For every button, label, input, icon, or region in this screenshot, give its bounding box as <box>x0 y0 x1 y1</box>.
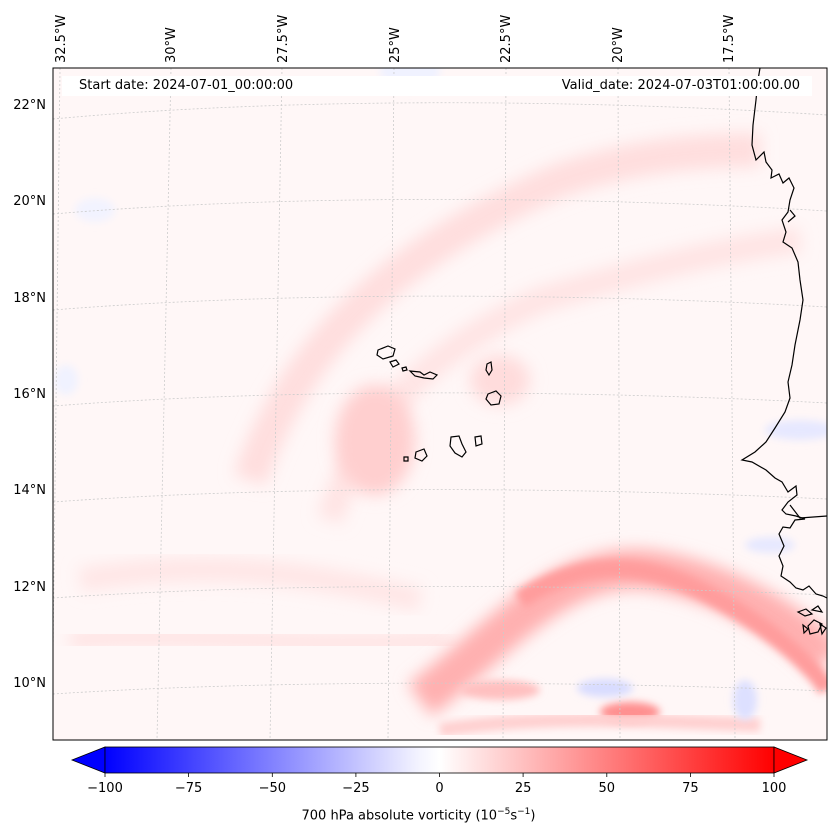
lat-label-12n: 12°N <box>13 580 46 595</box>
island-boa-vista <box>485 390 502 406</box>
lat-label-10n: 10°N <box>13 676 46 691</box>
colorbar-extend-low <box>70 746 106 774</box>
colorbar-label: 700 hPa absolute vorticity (10−5s−1) <box>301 807 536 824</box>
colorbar-tick-label: 25 <box>514 781 532 796</box>
info-strip <box>62 76 812 96</box>
island-fogo <box>414 448 428 462</box>
vorticity-field <box>53 68 827 740</box>
colorbar-tick-label: −100 <box>87 781 123 796</box>
colorbar-body <box>104 746 775 774</box>
lon-label-27-5w: 27.5°W <box>276 14 291 63</box>
island-santo-antao <box>376 345 396 360</box>
valid-date-label: Valid_date: 2024-07-03T01:00:00.00 <box>561 78 800 93</box>
colorbar-tick-label: 50 <box>598 781 616 796</box>
island-santa-luzia <box>401 366 408 372</box>
island-sao-vicente <box>389 359 400 368</box>
colorbar-ticks <box>104 773 775 777</box>
colorbar-tick-label: 75 <box>682 781 699 796</box>
colorbar-tick-label: −50 <box>258 781 287 796</box>
colorbar-tick-label: 0 <box>435 781 444 796</box>
colorbar <box>70 746 809 777</box>
lat-label-22n: 22°N <box>13 98 46 113</box>
lon-label-32-5w: 32.5°W <box>54 14 69 63</box>
colorbar-tick-label: −25 <box>342 781 370 796</box>
island-sal <box>485 361 493 377</box>
start-date-label: Start date: 2024-07-01_00:00:00 <box>79 78 294 93</box>
island-maio <box>474 435 483 447</box>
lon-label-22-5w: 22.5°W <box>499 14 514 63</box>
lon-label-30w: 30°W <box>164 27 179 63</box>
lat-label-16n: 16°N <box>13 387 46 402</box>
lon-label-20w: 20°W <box>611 27 626 63</box>
lat-label-18n: 18°N <box>13 291 46 306</box>
cape-verde-islands <box>376 345 502 462</box>
lat-label-14n: 14°N <box>13 483 46 498</box>
colorbar-extend-high <box>773 746 809 774</box>
lon-label-25w: 25°W <box>388 27 403 63</box>
lat-label-20n: 20°N <box>13 194 46 209</box>
island-sao-nicolau <box>408 370 439 380</box>
map-frame <box>52 67 828 741</box>
african-coastline <box>740 68 827 636</box>
colorbar-tick-label: −75 <box>174 781 203 796</box>
colorbar-tick-label: 100 <box>761 781 787 796</box>
island-brava <box>403 456 409 462</box>
island-santiago <box>449 435 467 458</box>
lon-label-17-5w: 17.5°W <box>722 14 737 63</box>
